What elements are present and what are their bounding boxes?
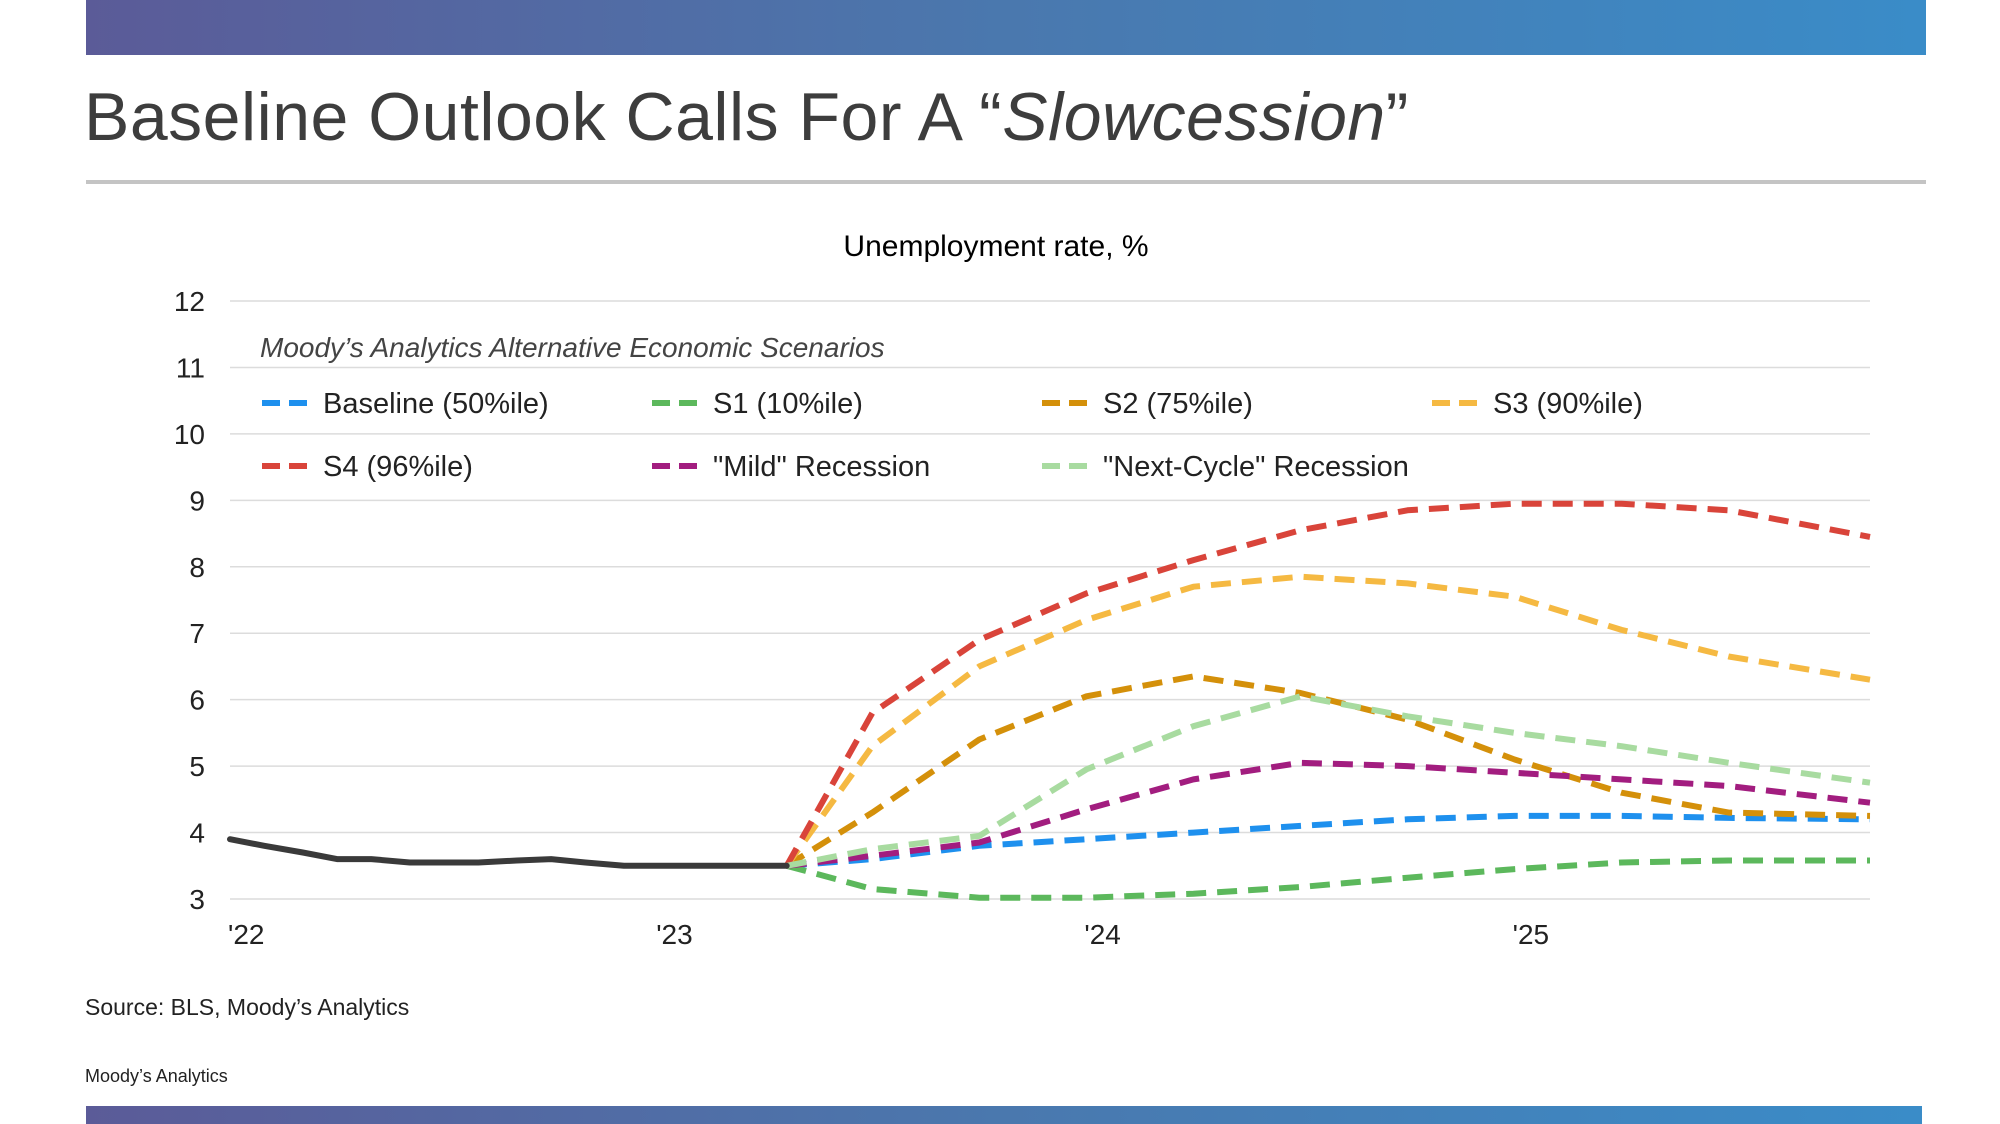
title-suffix: ”: [1385, 79, 1409, 155]
chart-subtitle: Moody’s Analytics Alternative Economic S…: [260, 332, 885, 363]
y-tick-label: 11: [176, 352, 205, 383]
y-axis-ticks: 3 4 5 6 7 8 9 10 11 12: [174, 286, 205, 915]
x-tick-label: '24: [1084, 919, 1121, 950]
series-lines: [227, 500, 1871, 901]
series-line-3: [784, 573, 1871, 868]
x-axis-ticks: '22 '23 '24 '25: [228, 919, 1549, 950]
bottom-accent-bar: [86, 1106, 1922, 1124]
title-divider: [86, 180, 1926, 184]
series-line-5: [786, 759, 1871, 869]
legend-label-4: S4 (96%ile): [323, 451, 473, 483]
series-line-1: [785, 857, 1870, 901]
legend-label-3: S3 (90%ile): [1493, 388, 1643, 420]
legend-label-0: Baseline (50%ile): [323, 388, 549, 420]
company-note: Moody’s Analytics: [85, 1066, 228, 1086]
series-line-0: [786, 812, 1871, 869]
legend-label-1: S1 (10%ile): [713, 388, 863, 420]
x-tick-label: '22: [228, 919, 265, 950]
series-line-4: [784, 500, 1871, 868]
y-tick-label: 5: [189, 751, 205, 782]
legend-label-6: "Next-Cycle" Recession: [1103, 451, 1409, 483]
y-tick-label: 4: [189, 818, 205, 849]
title-prefix: Baseline Outlook Calls For A “: [84, 79, 1003, 155]
y-tick-label: 10: [174, 419, 205, 450]
slide-title: Baseline Outlook Calls For A “Slowcessio…: [84, 78, 1409, 156]
top-accent-bar: [86, 0, 1926, 55]
y-tick-label: 3: [189, 884, 205, 915]
x-tick-label: '25: [1513, 919, 1550, 950]
gridlines: [230, 300, 1870, 900]
chart-title: Unemployment rate, %: [843, 230, 1148, 263]
y-tick-label: 6: [189, 685, 205, 716]
legend-label-5: "Mild" Recession: [713, 451, 930, 483]
legend-label-2: S2 (75%ile): [1103, 388, 1253, 420]
legend: Baseline (50%ile) S1 (10%ile) S2 (75%ile) S…: [262, 388, 1643, 483]
x-tick-label: '23: [656, 919, 693, 950]
history-line: [227, 836, 790, 869]
title-emphasis: Slowcession: [1002, 79, 1386, 155]
y-tick-label: 9: [189, 485, 205, 516]
y-tick-label: 8: [189, 552, 205, 583]
y-tick-label: 12: [174, 286, 205, 317]
series-line-6: [786, 693, 1871, 869]
series-line-2: [785, 673, 1871, 869]
y-tick-label: 7: [189, 618, 205, 649]
source-note: Source: BLS, Moody’s Analytics: [85, 994, 410, 1020]
